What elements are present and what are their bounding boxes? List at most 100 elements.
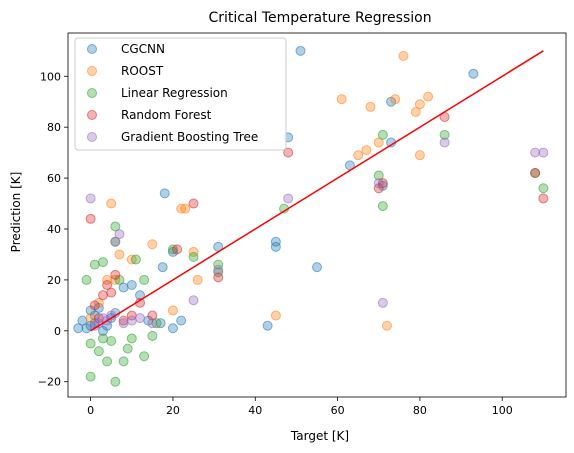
x-tick-label: 100: [492, 404, 513, 417]
y-tick-label: 100: [40, 70, 61, 83]
data-point: [373, 137, 384, 148]
x-tick-label: 20: [166, 404, 180, 417]
data-point: [213, 272, 224, 283]
data-point: [110, 376, 121, 387]
legend-label: CGCNN: [121, 42, 165, 56]
data-point: [295, 45, 306, 56]
data-point: [106, 287, 117, 298]
data-point: [270, 236, 281, 247]
data-point: [361, 145, 372, 156]
data-point: [102, 280, 113, 290]
y-axis: −20 0 20 40 60 80 100: [38, 70, 68, 389]
data-point: [139, 351, 150, 362]
data-points: [73, 45, 549, 387]
data-point: [73, 323, 84, 334]
legend-marker: [87, 110, 97, 120]
y-tick-label: 20: [47, 274, 61, 287]
data-point: [439, 137, 450, 148]
legend-marker: [87, 44, 97, 54]
data-point: [126, 315, 137, 326]
data-point: [439, 129, 450, 140]
data-point: [106, 198, 117, 209]
data-point: [176, 315, 187, 326]
data-point: [135, 313, 146, 324]
data-point: [157, 262, 168, 273]
data-point: [147, 318, 158, 329]
data-point: [97, 257, 108, 268]
data-point: [283, 193, 294, 204]
data-point: [530, 168, 541, 178]
data-point: [377, 201, 388, 212]
data-point: [377, 129, 388, 140]
data-point: [122, 343, 133, 354]
x-tick-label: 40: [248, 404, 262, 417]
series-3: [85, 112, 549, 326]
data-point: [192, 274, 203, 285]
data-point: [270, 310, 281, 321]
x-tick-label: 0: [87, 404, 94, 417]
legend-label: Random Forest: [121, 108, 212, 122]
data-point: [213, 259, 224, 270]
legend-label: Gradient Boosting Tree: [121, 130, 258, 144]
data-point: [85, 371, 96, 382]
data-point: [147, 310, 158, 321]
data-point: [538, 147, 549, 158]
y-axis-label: Prediction [K]: [9, 172, 23, 253]
data-point: [188, 246, 199, 257]
data-point: [398, 50, 409, 61]
series-1: [85, 50, 434, 331]
data-point: [85, 213, 96, 224]
data-point: [85, 193, 96, 204]
data-point: [110, 236, 121, 247]
data-point: [97, 290, 108, 301]
data-point: [377, 297, 388, 308]
data-point: [106, 336, 117, 346]
data-point: [139, 274, 150, 285]
data-point: [283, 147, 294, 158]
reference-line-layer: [90, 50, 544, 332]
data-point: [381, 320, 392, 331]
data-point: [93, 346, 104, 357]
data-point: [468, 68, 479, 79]
data-point: [530, 147, 541, 158]
legend-marker: [87, 66, 97, 76]
data-point: [147, 239, 158, 250]
y-tick-label: −20: [38, 376, 61, 389]
data-point: [423, 91, 434, 102]
data-point: [270, 241, 281, 252]
data-point: [110, 269, 121, 280]
data-point: [159, 188, 170, 199]
data-point: [167, 323, 178, 334]
data-point: [336, 94, 347, 105]
data-point: [213, 264, 224, 275]
data-point: [410, 106, 421, 117]
data-point: [110, 221, 121, 232]
data-point: [118, 318, 129, 329]
x-axis-label: Target [K]: [290, 429, 349, 443]
legend-box: [74, 37, 287, 151]
data-point: [538, 183, 549, 194]
data-point: [126, 280, 137, 290]
plot-area-frame: [67, 32, 567, 398]
data-point: [147, 330, 158, 341]
data-point: [85, 313, 96, 324]
data-point: [167, 305, 178, 316]
data-point: [414, 99, 425, 110]
data-point: [373, 170, 384, 181]
data-point: [114, 249, 125, 260]
data-point: [126, 333, 137, 344]
x-axis: 0 20 40 60 80 100: [87, 397, 513, 417]
data-point: [538, 193, 549, 204]
legend-label: ROOST: [121, 64, 164, 78]
data-point: [312, 262, 322, 273]
y-tick-label: 0: [54, 325, 61, 338]
data-point: [118, 315, 129, 326]
series-4: [85, 137, 549, 331]
data-point: [81, 274, 92, 285]
data-point: [89, 300, 100, 311]
x-tick-label: 80: [413, 404, 427, 417]
data-point: [188, 295, 199, 306]
reference-line: [90, 50, 544, 332]
data-point: [188, 252, 199, 262]
